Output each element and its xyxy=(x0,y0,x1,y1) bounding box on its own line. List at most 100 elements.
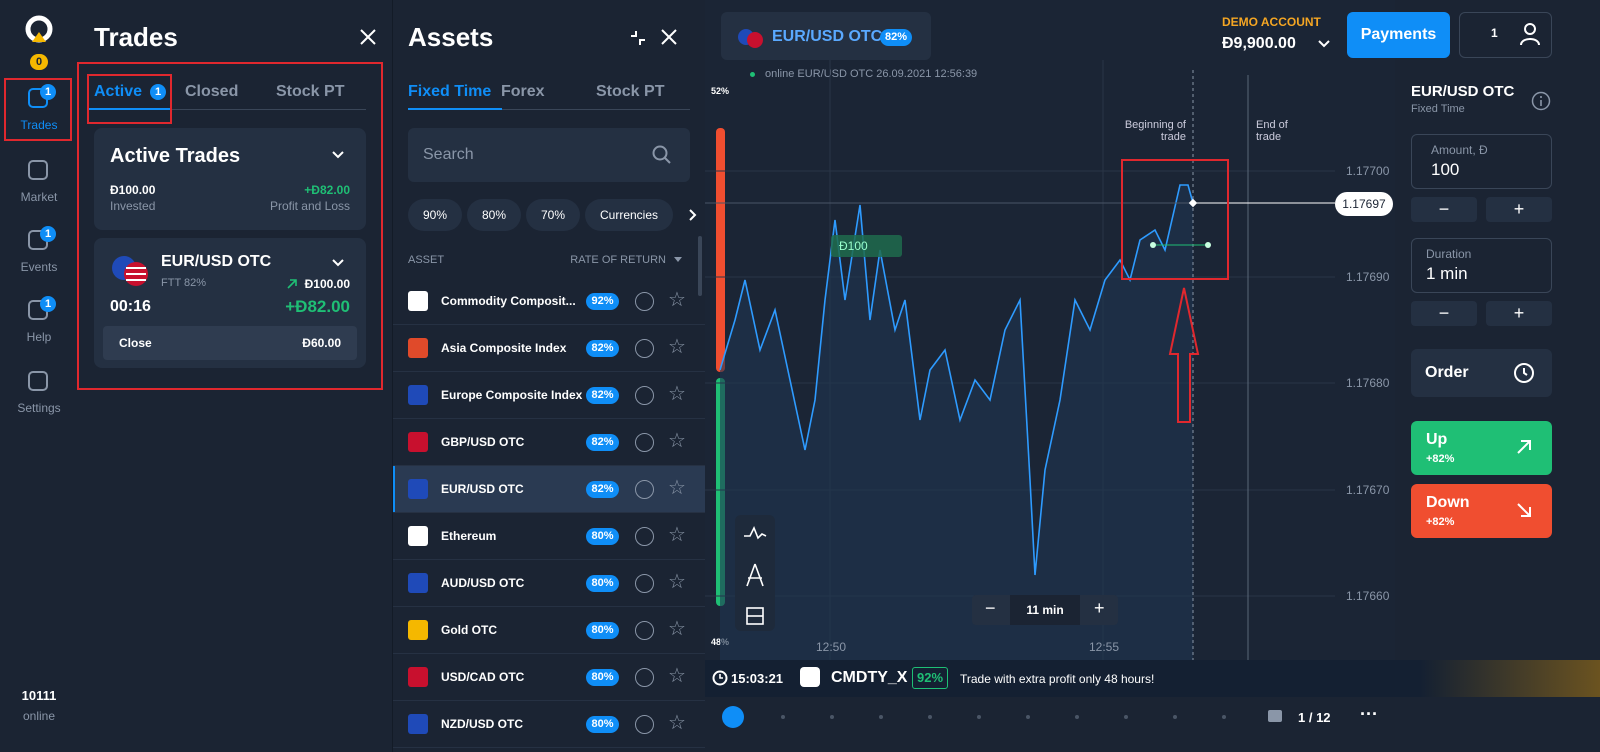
highlight-box xyxy=(4,78,72,141)
duration-box[interactable] xyxy=(1411,238,1552,293)
asset-rate: 92% xyxy=(586,293,619,310)
duration-plus[interactable]: + xyxy=(1486,301,1552,326)
account-balance: Đ9,900.00 xyxy=(1222,35,1296,52)
asset-name: EUR/USD OTC xyxy=(772,28,883,45)
asset-row[interactable] xyxy=(393,324,705,325)
asset-row[interactable] xyxy=(393,465,705,466)
tab[interactable]: Forex xyxy=(501,83,545,100)
chart-tools[interactable] xyxy=(740,520,770,630)
zoom-out[interactable]: − xyxy=(985,598,996,618)
tool-box xyxy=(735,515,775,631)
asset-icon xyxy=(408,573,428,593)
collapse-icon[interactable] xyxy=(628,28,648,48)
tab[interactable]: Fixed Time xyxy=(408,83,492,100)
asset-icon xyxy=(408,432,428,452)
asset-row[interactable] xyxy=(393,653,705,654)
asset-rate: 80% xyxy=(586,669,619,686)
info-icon[interactable] xyxy=(635,715,654,734)
info-icon[interactable] xyxy=(635,668,654,687)
dropdown-icon[interactable] xyxy=(1318,40,1330,48)
asset-row[interactable] xyxy=(393,606,705,607)
nav-label[interactable]: Help xyxy=(26,330,52,344)
duration-minus[interactable]: − xyxy=(1411,301,1477,326)
down-button[interactable] xyxy=(1411,484,1552,538)
favorite-icon[interactable]: ☆ xyxy=(668,665,686,687)
asset-row[interactable] xyxy=(393,559,705,560)
close-icon[interactable] xyxy=(360,29,376,45)
clock-icon xyxy=(1514,363,1534,383)
asset-icon xyxy=(408,385,428,405)
asset-row[interactable] xyxy=(393,700,705,701)
price-tick: 1.17680 xyxy=(1346,376,1390,391)
up-button[interactable] xyxy=(1411,421,1552,475)
info-icon[interactable] xyxy=(635,480,654,499)
nav-icon[interactable] xyxy=(28,371,48,391)
order-button[interactable] xyxy=(1411,349,1552,397)
price-tick: 1.17660 xyxy=(1346,588,1390,603)
tab[interactable]: Stock PT xyxy=(276,83,345,100)
asset-rate: 80% xyxy=(586,716,619,733)
nav-icon[interactable] xyxy=(28,160,48,180)
search-box[interactable] xyxy=(408,128,690,182)
close-icon[interactable] xyxy=(661,29,677,45)
end-label: End of trade xyxy=(1256,119,1288,143)
asset-row[interactable] xyxy=(393,747,705,748)
tab[interactable]: Stock PT xyxy=(596,83,665,100)
timeline-dot xyxy=(1222,715,1226,719)
favorite-icon[interactable]: ☆ xyxy=(668,477,686,499)
timeline-page: 1 / 12 xyxy=(1298,710,1331,725)
info-icon[interactable] xyxy=(635,339,654,358)
info-icon[interactable] xyxy=(635,621,654,640)
down-arrow xyxy=(1517,503,1531,517)
tab[interactable]: Closed xyxy=(185,83,239,100)
asset-rate: 82% xyxy=(880,29,912,46)
asset-row[interactable] xyxy=(393,418,705,419)
info-icon[interactable] xyxy=(635,527,654,546)
order-asset: EUR/USD OTC xyxy=(1411,83,1515,100)
favorite-icon[interactable]: ☆ xyxy=(668,571,686,593)
filter-pill[interactable]: 70% xyxy=(526,199,580,231)
filter-pill[interactable]: 80% xyxy=(467,199,521,231)
timeline-dot xyxy=(1026,715,1030,719)
filter-pill[interactable]: Currencies xyxy=(585,199,673,231)
close-bar[interactable] xyxy=(103,326,357,360)
zoom-in[interactable]: + xyxy=(1094,598,1105,618)
amount-plus[interactable]: + xyxy=(1486,197,1552,222)
amount-box[interactable] xyxy=(1411,134,1552,189)
asset-row[interactable] xyxy=(393,371,705,372)
online-dot xyxy=(750,72,755,77)
info-icon[interactable] xyxy=(635,292,654,311)
favorite-icon[interactable]: ☆ xyxy=(668,712,686,734)
favorite-icon[interactable]: ☆ xyxy=(668,524,686,546)
trade-asset: EUR/USD OTC xyxy=(161,253,272,270)
info-icon[interactable] xyxy=(635,574,654,593)
info-icon[interactable] xyxy=(635,386,654,405)
tab[interactable]: Active xyxy=(94,83,143,100)
nav-label[interactable]: Settings xyxy=(17,401,61,415)
nav-label[interactable]: Trades xyxy=(20,118,58,132)
tab-active-underline xyxy=(88,108,170,110)
asset-name: AUD/USD OTC xyxy=(441,576,525,590)
row-highlight xyxy=(393,466,705,513)
user-icon[interactable] xyxy=(1519,22,1541,46)
favorite-icon[interactable]: ☆ xyxy=(668,383,686,405)
info-icon[interactable] xyxy=(635,433,654,452)
trade-marker-amount: Đ100 xyxy=(839,239,868,253)
more-icon[interactable]: ··· xyxy=(1360,704,1378,724)
favorite-icon[interactable]: ☆ xyxy=(668,289,686,311)
asset-row[interactable] xyxy=(393,512,705,513)
nav-label[interactable]: Events xyxy=(20,260,58,274)
trade-marker xyxy=(831,235,902,257)
amount-value: 100 xyxy=(1431,160,1460,179)
balance-badge: 0 xyxy=(30,54,48,70)
favorite-icon[interactable]: ☆ xyxy=(668,618,686,640)
payments-button[interactable]: Payments xyxy=(1347,12,1450,58)
timeline-start xyxy=(722,706,744,728)
sentiment-up xyxy=(716,128,725,372)
nav-label[interactable]: Market xyxy=(20,190,58,204)
chevron xyxy=(332,259,344,267)
amount-minus[interactable]: − xyxy=(1411,197,1477,222)
filter-pill[interactable]: 90% xyxy=(408,199,462,231)
favorite-icon[interactable]: ☆ xyxy=(668,336,686,358)
favorite-icon[interactable]: ☆ xyxy=(668,430,686,452)
